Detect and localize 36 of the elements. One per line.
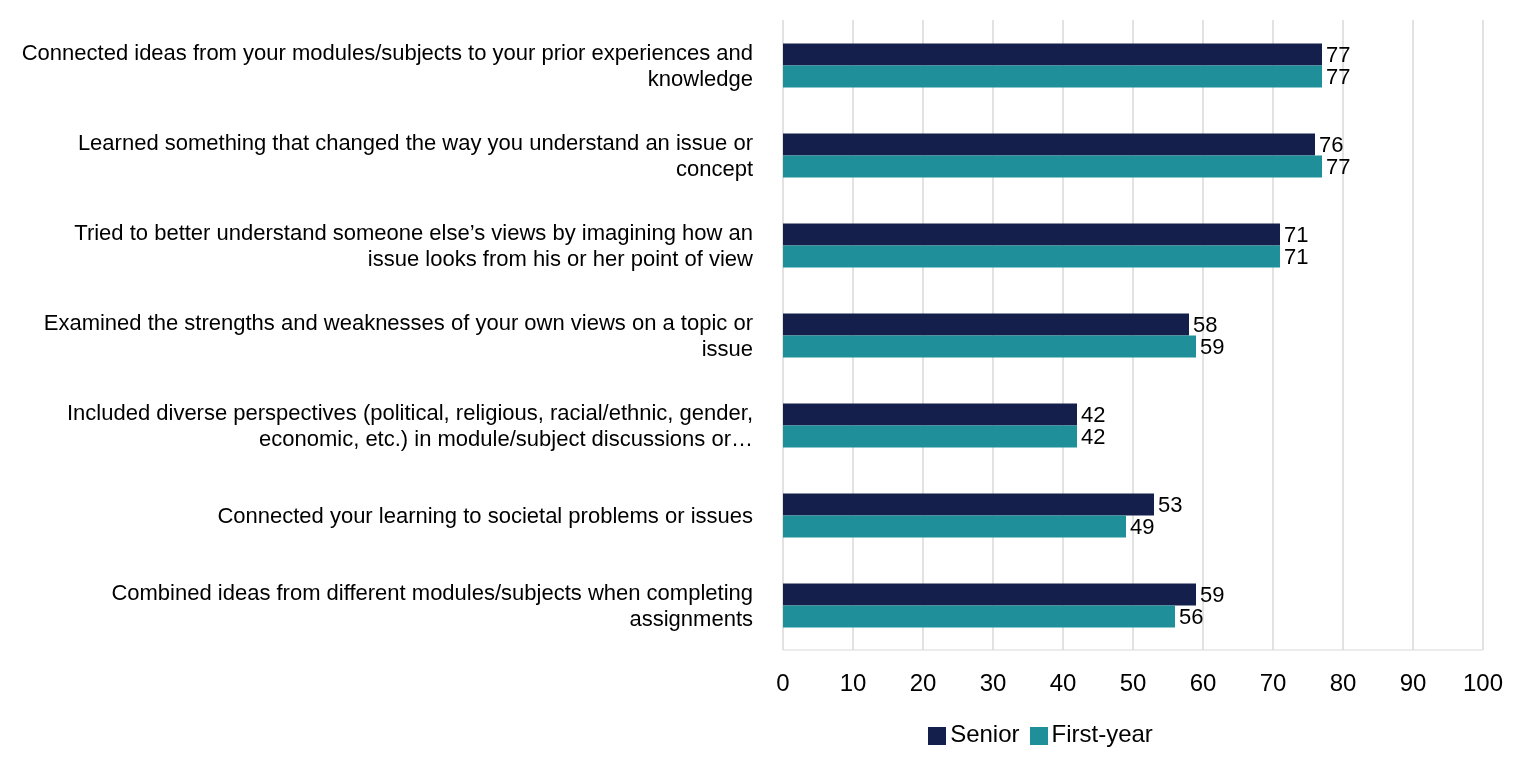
bar (783, 313, 1189, 336)
data-label: 49 (1130, 514, 1155, 540)
bar (783, 605, 1175, 628)
y-tick-label: Tried to better understand someone else’s views by imagining how an issue looks from his or her point of view (74, 219, 754, 271)
x-tick-label: 70 (1259, 669, 1287, 697)
x-tick-label: 10 (839, 669, 867, 697)
bar (783, 583, 1196, 606)
x-tick-label: 90 (1399, 669, 1427, 697)
bar (783, 245, 1280, 268)
y-tick-label: Combined ideas from different modules/subjects when completing assignments (111, 579, 753, 631)
x-tick-label: 20 (909, 669, 937, 697)
y-tick-label: Examined the strengths and weaknesses of your own views on a topic or issue (43, 309, 753, 361)
x-tick-label: 30 (979, 669, 1007, 697)
bar (783, 335, 1196, 358)
x-tick-label: 50 (1119, 669, 1147, 697)
bar (783, 515, 1126, 538)
legend-label: Senior (950, 720, 1020, 747)
x-tick-label: 100 (1462, 669, 1504, 697)
data-label: 53 (1158, 492, 1183, 518)
bar (783, 65, 1322, 88)
x-tick-label: 0 (776, 669, 790, 697)
y-tick-label: Connected ideas from your modules/subjects to your prior experiences and knowledge (21, 39, 753, 91)
bar (783, 223, 1280, 246)
bar (783, 493, 1154, 516)
y-tick-label: Connected your learning to societal problems or issues (217, 502, 753, 528)
bar (783, 155, 1322, 178)
x-tick-label: 40 (1049, 669, 1077, 697)
x-tick-label: 80 (1329, 669, 1357, 697)
bar (783, 425, 1077, 448)
bar (783, 403, 1077, 426)
legend-label: First-year (1051, 720, 1153, 747)
bar (783, 43, 1322, 66)
bar (783, 133, 1315, 156)
y-tick-label: Learned something that changed the way you understand an issue or concept (77, 129, 753, 181)
x-tick-label: 60 (1189, 669, 1217, 697)
y-tick-label: Included diverse perspectives (political, religious, racial/ethnic, gender, economic, etc.) in module/subject discussions or… (66, 399, 753, 451)
